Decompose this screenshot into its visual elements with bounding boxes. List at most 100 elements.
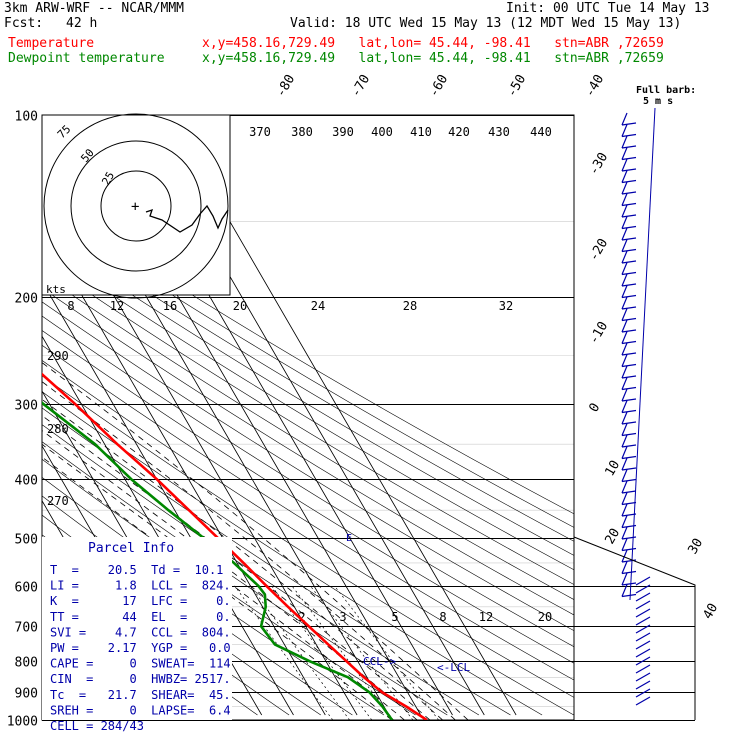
pressure-label: 700 <box>15 621 38 636</box>
dry-adiabat-line <box>42 441 448 716</box>
wind-barb-flag <box>621 375 637 379</box>
wind-barb <box>635 608 651 618</box>
isotherm-label: 20 <box>602 526 623 547</box>
wind-barb-flag <box>621 329 637 333</box>
wind-barb <box>635 616 651 626</box>
barb-panel-edge <box>573 536 696 720</box>
parcel-info-row: PW = 2.17 YGP = 0.0 <box>50 641 231 655</box>
isotherm-label: -10 <box>586 319 611 347</box>
wind-barb <box>621 561 628 574</box>
theta-label: 420 <box>448 125 470 139</box>
hodograph-ring <box>100 170 172 242</box>
pressure-label: 200 <box>15 292 38 307</box>
wind-barb <box>621 354 628 367</box>
wind-barb-flag <box>621 352 637 356</box>
isotherm-label: -30 <box>586 150 611 178</box>
hodograph-ring <box>70 140 202 272</box>
isotherm-label: 40 <box>700 601 721 622</box>
wind-barb <box>621 515 628 528</box>
wind-barb <box>621 285 628 298</box>
wind-barb-flag <box>621 156 637 161</box>
moist-adiabat-line <box>42 398 443 720</box>
mixing-ratio-label: 8 <box>439 610 446 624</box>
dry-adiabat-line <box>42 315 574 648</box>
wind-barb <box>621 423 628 436</box>
wind-barb-flag <box>621 191 637 195</box>
wind-barb <box>621 112 628 126</box>
ccl-marker: CCL-> <box>363 655 396 668</box>
wind-barb <box>621 388 628 402</box>
wind-barb <box>635 688 651 698</box>
el-marker: E <box>346 533 352 544</box>
wind-barb <box>621 147 628 160</box>
wind-barb <box>621 262 628 275</box>
dry-adiabat-line <box>42 375 574 716</box>
wind-barb-flag <box>621 421 637 425</box>
parcel-info-row: TT = 44 EL = 0. <box>50 610 231 624</box>
isotherm-label: 30 <box>685 536 706 557</box>
hodograph-ring <box>43 113 229 299</box>
wind-barb <box>621 526 628 540</box>
wind-barb-flag <box>621 306 637 310</box>
wind-barb <box>635 680 651 690</box>
temperature-label: Temperature <box>8 36 95 51</box>
wind-barb <box>621 193 628 206</box>
wind-barb <box>621 411 628 425</box>
moist-adiabat-line <box>42 381 456 720</box>
dry-adiabat-line <box>42 344 574 681</box>
hodograph-trace <box>145 204 229 233</box>
wind-barb-flag <box>621 593 637 598</box>
wind-barb <box>621 181 628 195</box>
pressure-label: 400 <box>15 474 38 489</box>
wind-barb-flag <box>621 547 637 552</box>
wind-barb-flag <box>621 283 637 287</box>
mixing-ratio-line <box>334 585 439 720</box>
pressure-label: 1000 <box>7 715 38 730</box>
wind-barb <box>621 549 628 563</box>
wind-barb-flag <box>621 363 637 368</box>
parcel-info-background <box>42 537 232 720</box>
wind-barb <box>621 434 628 448</box>
temperature-profile <box>42 372 428 720</box>
theta-label: 280 <box>47 422 69 436</box>
wind-barb <box>635 600 651 610</box>
dry-adiabat-line <box>42 222 574 542</box>
wind-barb-flag <box>621 432 637 437</box>
barb-legend-units: 5 m s <box>643 96 673 107</box>
isotherm-label: 0 <box>586 401 603 415</box>
parcel-info-row: SREH = 0 LAPSE= 6.4 <box>50 703 231 717</box>
theta-label: 290 <box>47 349 69 363</box>
isotherm-label: -80 <box>273 72 298 100</box>
header: 3km ARW-WRF -- NCAR/MMM Init: 00 UTC Tue… <box>0 0 740 70</box>
wind-barb-flag <box>621 202 637 207</box>
hodograph-scale-label: 24 <box>311 299 325 313</box>
barb-legend-title: Full barb: <box>636 85 696 96</box>
wind-barbs: Full barb: 5 m s <box>573 85 696 720</box>
wind-barb <box>621 308 628 321</box>
hodograph-scale-label: 12 <box>110 299 124 313</box>
dry-adiabat-line <box>42 391 543 716</box>
wind-barb-flag <box>621 582 637 586</box>
wind-barb-flag <box>621 398 637 402</box>
wind-barb-flag <box>621 536 637 540</box>
dry-adiabat-line <box>42 235 574 556</box>
wind-barb-flag <box>621 478 637 483</box>
wind-barb <box>621 400 628 413</box>
pressure-label: 100 <box>15 110 38 125</box>
isotherm-line <box>42 280 294 716</box>
theta-label: 370 <box>249 125 271 139</box>
theta-label: 390 <box>332 125 354 139</box>
wind-barb <box>621 492 628 505</box>
theta-label: 440 <box>530 125 552 139</box>
wind-barb <box>621 365 628 379</box>
wind-barb-flag <box>621 225 637 230</box>
dry-adiabat-line <box>42 407 511 716</box>
lcl-marker: <-LCL <box>437 661 470 674</box>
hodograph-frame <box>41 114 231 296</box>
wind-barb <box>621 204 628 218</box>
parcel-info-row: LI = 1.8 LCL = 824. <box>50 579 231 593</box>
background-lines <box>42 115 574 720</box>
wind-barb-flag <box>621 260 637 264</box>
isotherm-label: -40 <box>582 72 607 100</box>
wind-barb-staff <box>629 107 656 601</box>
